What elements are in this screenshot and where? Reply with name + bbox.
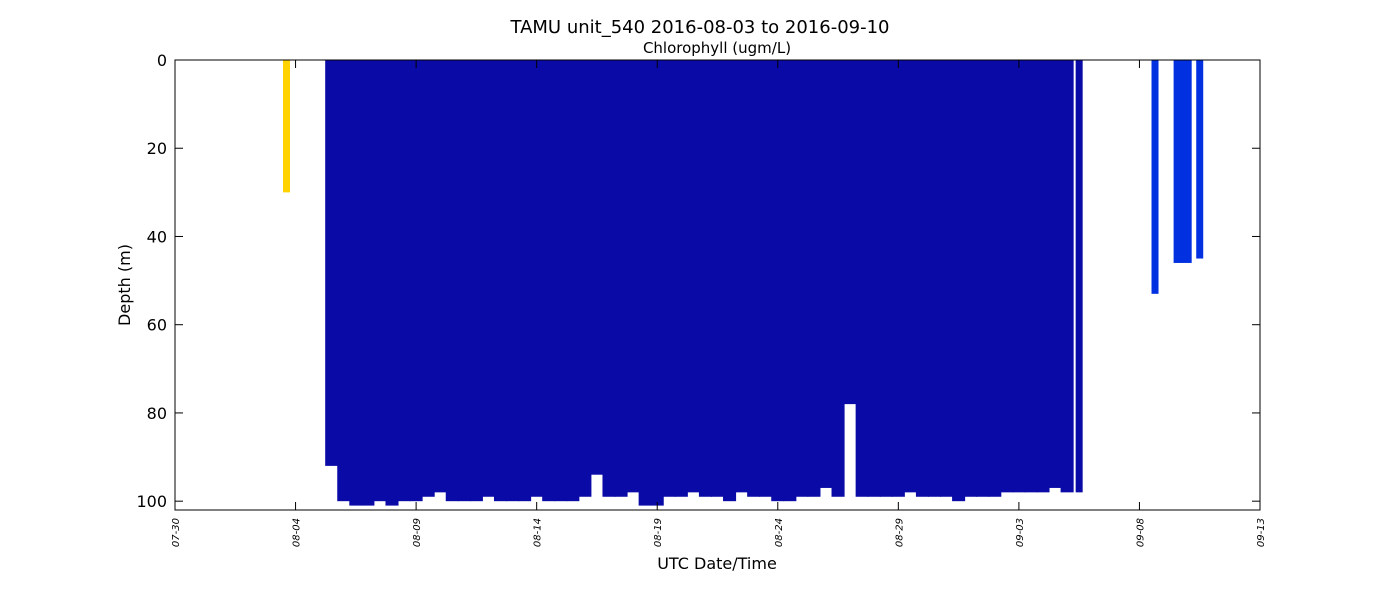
profile-cast bbox=[674, 60, 688, 497]
profile-cast bbox=[493, 60, 508, 502]
chart-subtitle: Chlorophyll (ugm/L) bbox=[643, 39, 791, 57]
profile-cast bbox=[373, 60, 387, 502]
profile-cast bbox=[1012, 60, 1026, 493]
y-tick-label: 0 bbox=[157, 51, 167, 70]
x-axis-label: UTC Date/Time bbox=[657, 554, 777, 573]
profile-cast bbox=[385, 60, 399, 506]
profile-cast bbox=[433, 60, 447, 493]
profile-cast bbox=[409, 60, 423, 502]
x-tick-label: 08-19 bbox=[653, 518, 664, 547]
profile-cast bbox=[349, 60, 363, 506]
y-tick-label: 100 bbox=[136, 492, 167, 511]
profile-cast bbox=[325, 60, 339, 466]
y-axis-label: Depth (m) bbox=[115, 244, 134, 326]
profile-cast bbox=[590, 60, 604, 475]
x-tick-label: 09-03 bbox=[1015, 518, 1026, 547]
y-tick-label: 60 bbox=[147, 316, 167, 335]
profile-cast bbox=[879, 60, 893, 497]
profile-cast bbox=[457, 60, 471, 502]
x-tick-label: 09-08 bbox=[1135, 518, 1146, 547]
profile-cast bbox=[481, 60, 495, 497]
profile-cast bbox=[819, 60, 833, 488]
profile-cast bbox=[831, 60, 845, 497]
profile-cast bbox=[1048, 60, 1062, 488]
profile-cast bbox=[891, 60, 905, 497]
plot-frame bbox=[174, 59, 1261, 511]
profile-cast bbox=[638, 60, 652, 506]
profile-cast bbox=[1036, 60, 1050, 493]
profile-cast bbox=[771, 60, 785, 502]
profile-cast bbox=[337, 60, 351, 502]
profile-cast bbox=[964, 60, 978, 497]
x-tick-label: 07-30 bbox=[171, 518, 182, 547]
profile-cast bbox=[1060, 60, 1074, 493]
profile-cast bbox=[614, 60, 628, 497]
profile-cast bbox=[710, 60, 725, 497]
profile-cast bbox=[662, 60, 676, 497]
profile-cast bbox=[1024, 60, 1038, 493]
profile-cast bbox=[530, 60, 544, 497]
profile-cast bbox=[855, 60, 869, 497]
profile-cast bbox=[421, 60, 435, 497]
profile-cast bbox=[397, 60, 411, 502]
profile-cast bbox=[976, 60, 990, 497]
profile-cast bbox=[283, 60, 291, 193]
profile-cast bbox=[795, 60, 809, 497]
profile-cast bbox=[542, 60, 556, 502]
profile-cast bbox=[1000, 60, 1014, 493]
y-tick-label: 80 bbox=[147, 404, 167, 423]
profile-cast bbox=[940, 60, 954, 497]
profile-cast bbox=[602, 60, 616, 497]
y-tick-label: 20 bbox=[147, 139, 167, 158]
y-tick-label: 40 bbox=[147, 227, 167, 246]
profile-cast bbox=[554, 60, 568, 502]
profile-cast bbox=[445, 60, 459, 502]
profile-cast bbox=[1196, 60, 1204, 259]
plot-area bbox=[283, 60, 1204, 506]
x-tick-label: 09-13 bbox=[1256, 518, 1267, 547]
profile-cast bbox=[361, 60, 375, 506]
x-tick-label: 08-24 bbox=[774, 518, 785, 547]
x-tick-label: 08-04 bbox=[292, 518, 303, 547]
profile-cast bbox=[783, 60, 797, 502]
profile-cast bbox=[1075, 60, 1083, 493]
x-tick-label: 08-29 bbox=[894, 518, 905, 547]
profile-cast bbox=[626, 60, 640, 493]
x-tick-label: 08-09 bbox=[412, 518, 423, 547]
profile-cast bbox=[1151, 60, 1159, 294]
profile-cast bbox=[578, 60, 592, 497]
profile-cast bbox=[927, 60, 942, 497]
profile-cast bbox=[807, 60, 821, 497]
profile-cast bbox=[759, 60, 773, 497]
profile-cast bbox=[698, 60, 712, 497]
profile-cast bbox=[903, 60, 917, 493]
profile-cast bbox=[518, 60, 532, 502]
profile-cast bbox=[843, 60, 857, 405]
profile-cast bbox=[1173, 60, 1192, 263]
profile-cast bbox=[988, 60, 1002, 497]
profile-cast bbox=[686, 60, 700, 493]
profile-cast bbox=[506, 60, 520, 502]
profile-cast bbox=[867, 60, 881, 497]
profile-cast bbox=[650, 60, 664, 506]
profile-cast bbox=[723, 60, 737, 502]
profile-cast bbox=[735, 60, 749, 493]
profile-cast bbox=[566, 60, 580, 502]
profile-cast bbox=[915, 60, 929, 497]
profile-cast bbox=[747, 60, 761, 497]
profile-cast bbox=[469, 60, 483, 502]
x-tick-label: 08-14 bbox=[533, 518, 544, 547]
profile-cast bbox=[952, 60, 966, 502]
chart-title: TAMU unit_540 2016-08-03 to 2016-09-10 bbox=[509, 17, 889, 38]
